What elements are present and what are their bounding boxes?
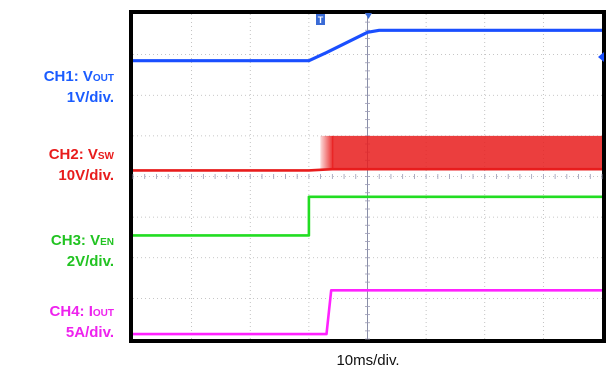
ch4-scale: 5A/div. — [65, 324, 114, 341]
ch1-vout-trace — [133, 28, 602, 63]
ch1-name-subscript: OUT — [92, 73, 114, 84]
traces — [133, 28, 602, 336]
trigger-position-marker — [365, 13, 372, 19]
ch2-switching-edge — [320, 135, 334, 170]
ch2-name-subscript: SW — [97, 151, 114, 162]
markers: T — [316, 13, 604, 62]
ch1-legend-label: CH1: VOUT 1V/div. — [44, 67, 114, 107]
ch1-level-marker — [598, 52, 604, 62]
timebase-label: 10ms/div. — [336, 352, 400, 369]
ch1-scale: 1V/div. — [66, 89, 114, 106]
trigger-marker-box — [316, 14, 325, 25]
ch3-name: CH3: V — [50, 232, 101, 249]
ch3-scale: 2V/div. — [66, 253, 114, 270]
ch4-iout-trace — [133, 289, 602, 336]
ch3-legend-label: CH3: VEN 2V/div. — [51, 231, 114, 271]
ch4-legend-label: CH4: IOUT 5A/div. — [50, 302, 114, 342]
ch4-name: CH4: I — [49, 303, 93, 320]
grid — [132, 13, 603, 340]
ch2-legend-label: CH2: VSW 10V/div. — [49, 145, 114, 185]
ch2-switching-band — [332, 135, 602, 170]
ch1-name: CH1: V — [43, 68, 93, 85]
ch3-name-subscript: EN — [100, 237, 114, 248]
ch3-ven-trace — [133, 195, 602, 237]
ch2-scale: 10V/div. — [58, 167, 114, 184]
trigger-marker-label: T — [318, 15, 324, 25]
ch2-vsw-trace — [133, 167, 602, 172]
ch2-name: CH2: V — [48, 146, 98, 163]
ch4-name-subscript: OUT — [92, 308, 114, 319]
